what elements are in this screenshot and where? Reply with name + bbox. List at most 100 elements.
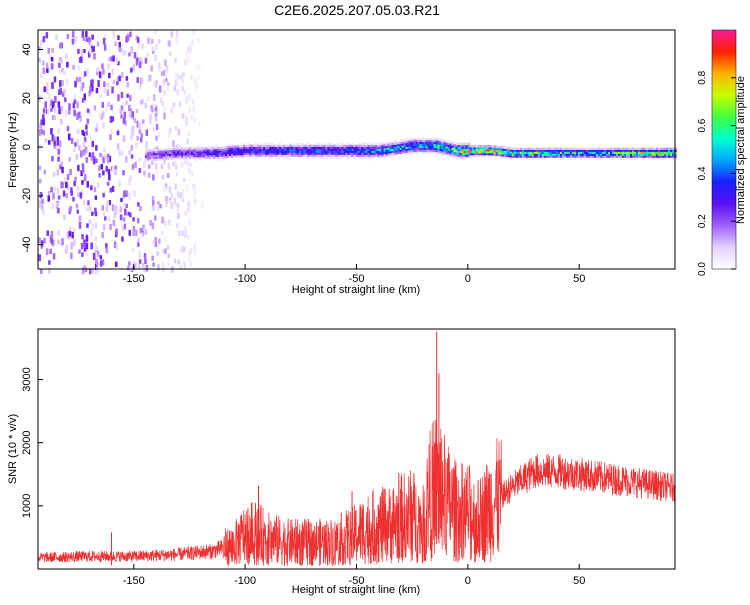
heatmap-signal-cell xyxy=(273,144,276,147)
heatmap-signal-cell xyxy=(331,150,334,153)
heatmap-signal-cell xyxy=(239,147,242,150)
heatmap-noise-cell xyxy=(61,67,64,73)
heatmap-signal-cell xyxy=(187,149,190,152)
heatmap-noise-cell xyxy=(143,253,147,258)
heatmap-signal-cell xyxy=(221,146,224,149)
heatmap-signal-cell xyxy=(167,157,170,160)
heatmap-noise-cell xyxy=(85,251,88,257)
heatmap-signal-cell xyxy=(640,155,643,158)
heatmap-signal-cell xyxy=(241,143,244,146)
heatmap-signal-cell xyxy=(571,149,575,152)
heatmap-signal-cell xyxy=(569,153,573,156)
heatmap-signal-cell xyxy=(154,148,158,152)
heatmap-noise-cell xyxy=(187,132,191,137)
heatmap-signal-cell xyxy=(571,151,575,154)
heatmap-noise-cell xyxy=(125,36,128,43)
heatmap-signal-cell xyxy=(241,150,244,154)
heatmap-signal-cell xyxy=(618,153,621,156)
heatmap-noise-cell xyxy=(105,166,108,172)
heatmap-signal-cell xyxy=(421,137,425,141)
heatmap-signal-cell xyxy=(597,151,601,154)
heatmap-noise-cell xyxy=(59,43,62,49)
heatmap-signal-cell xyxy=(217,158,220,161)
heatmap-signal-cell xyxy=(457,144,461,147)
heatmap-signal-cell xyxy=(499,150,503,153)
heatmap-signal-cell xyxy=(539,153,543,156)
heatmap-signal-cell xyxy=(581,155,585,158)
heatmap-noise-cell xyxy=(95,87,99,94)
heatmap-signal-cell xyxy=(595,151,599,154)
heatmap-signal-cell xyxy=(459,154,463,157)
heatmap-signal-cell xyxy=(171,153,174,156)
heatmap-noise-cell xyxy=(162,78,166,86)
heatmap-signal-cell xyxy=(575,155,579,158)
heatmap-signal-cell xyxy=(477,154,481,158)
heatmap-signal-cell xyxy=(369,144,372,147)
heatmap-signal-cell xyxy=(399,147,403,150)
heatmap-signal-cell xyxy=(405,150,409,153)
heatmap-signal-cell xyxy=(255,142,258,146)
heatmap-signal-cell xyxy=(417,141,421,145)
heatmap-signal-cell xyxy=(233,145,236,148)
heatmap-signal-cell xyxy=(443,147,447,150)
heatmap-signal-cell xyxy=(443,151,447,154)
heatmap-noise-cell xyxy=(101,259,105,266)
heatmap-signal-cell xyxy=(557,155,561,158)
heatmap-noise-cell xyxy=(38,129,42,136)
heatmap-signal-cell xyxy=(648,147,651,150)
heatmap-signal-cell xyxy=(604,149,607,152)
heatmap-signal-cell xyxy=(537,153,541,156)
heatmap-signal-cell xyxy=(441,147,445,150)
heatmap-signal-cell xyxy=(379,142,382,145)
heatmap-signal-cell xyxy=(415,151,419,154)
heatmap-signal-cell xyxy=(289,146,292,149)
heatmap-noise-cell xyxy=(66,174,70,181)
heatmap-signal-cell xyxy=(459,144,463,147)
heatmap-signal-cell xyxy=(503,150,507,153)
heatmap-noise-cell xyxy=(140,57,144,64)
heatmap-signal-cell xyxy=(229,151,232,154)
heatmap-signal-cell xyxy=(505,150,509,154)
heatmap-signal-cell xyxy=(349,150,352,153)
heatmap-signal-cell xyxy=(411,147,415,150)
heatmap-signal-cell xyxy=(427,143,431,146)
heatmap-noise-cell xyxy=(40,192,43,197)
heatmap-signal-cell xyxy=(495,149,499,152)
heatmap-signal-cell xyxy=(471,151,475,154)
heatmap-signal-cell xyxy=(373,152,376,155)
heatmap-signal-cell xyxy=(237,149,240,152)
heatmap-signal-cell xyxy=(624,151,627,154)
heatmap-signal-cell xyxy=(229,143,232,147)
heatmap-signal-cell xyxy=(511,147,515,150)
heatmap-signal-cell xyxy=(187,151,190,154)
heatmap-signal-cell xyxy=(640,151,643,154)
heatmap-signal-cell xyxy=(467,142,471,146)
heatmap-signal-cell xyxy=(405,140,409,144)
heatmap-signal-cell xyxy=(325,148,328,151)
heatmap-signal-cell xyxy=(531,157,535,160)
heatmap-signal-cell xyxy=(144,155,148,158)
heatmap-signal-cell xyxy=(160,152,164,155)
heatmap-signal-cell xyxy=(156,150,160,153)
heatmap-signal-cell xyxy=(203,154,206,158)
heatmap-signal-cell xyxy=(551,153,555,156)
heatmap-signal-cell xyxy=(365,152,368,155)
heatmap-noise-cell xyxy=(158,85,162,92)
heatmap-noise-cell xyxy=(143,170,146,176)
heatmap-signal-cell xyxy=(413,151,417,154)
heatmap-noise-cell xyxy=(92,158,96,165)
heatmap-signal-cell xyxy=(169,147,172,151)
heatmap-signal-cell xyxy=(491,153,495,156)
heatmap-signal-cell xyxy=(259,150,262,153)
heatmap-signal-cell xyxy=(263,148,266,151)
heatmap-noise-cell xyxy=(60,161,63,166)
heatmap-signal-cell xyxy=(567,157,571,160)
heatmap-x-tick-label: -100 xyxy=(234,273,256,285)
heatmap-signal-cell xyxy=(483,151,487,154)
heatmap-signal-cell xyxy=(579,153,583,156)
heatmap-signal-cell xyxy=(545,147,549,150)
heatmap-signal-cell xyxy=(431,151,435,154)
heatmap-signal-cell xyxy=(303,144,306,147)
heatmap-noise-cell xyxy=(103,81,106,88)
